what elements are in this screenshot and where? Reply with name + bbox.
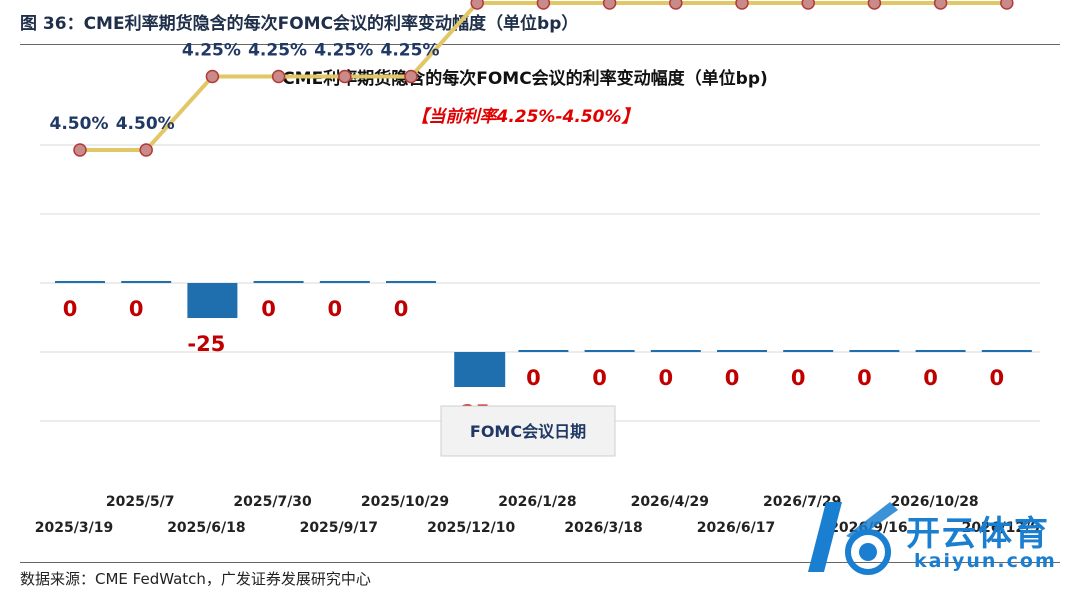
line-point-1 (139, 143, 153, 157)
x-tick-label-1: 2025/5/7 (106, 494, 175, 510)
bar-1 (121, 281, 172, 283)
axis-title: FOMC会议日期 (470, 422, 586, 441)
x-tick-label-8: 2026/3/18 (564, 520, 642, 536)
line-label-5: 4.25% (381, 41, 440, 61)
line-point-4 (338, 69, 352, 84)
bar-7 (518, 350, 569, 352)
line-label-0: 4.50% (50, 114, 109, 134)
x-tick-label-10: 2026/6/17 (697, 520, 775, 536)
bar-label-7: 0 (526, 366, 541, 390)
figure-title: 图 36：CME利率期货隐含的每次FOMC会议的利率变动幅度（单位bp） (20, 14, 579, 34)
line-point-13 (933, 0, 948, 10)
chart: CME利率期货隐含的每次FOMC会议的利率变动幅度（单位bp) 【当前利率4.25… (35, 0, 1040, 536)
bar-12 (849, 350, 900, 352)
x-tick-label-0: 2025/3/19 (35, 520, 113, 536)
line-label-3: 4.25% (248, 41, 307, 61)
x-tick-label-3: 2025/7/30 (233, 494, 312, 510)
bar-10 (717, 350, 767, 352)
chart-subtitle: 【当前利率4.25%-4.50%】 (411, 107, 638, 127)
bar-3 (253, 281, 304, 283)
x-tick-label-7: 2026/1/28 (498, 494, 576, 510)
watermark-text: 开云体育 (906, 514, 1050, 554)
bar-label-11: 0 (791, 366, 806, 390)
bar-4 (319, 281, 370, 283)
bar-8 (584, 350, 635, 352)
bar-14 (981, 350, 1032, 352)
line-point-12 (867, 0, 882, 10)
source-rule (20, 562, 1060, 563)
bar-0 (55, 281, 105, 283)
bar-6 (454, 352, 506, 387)
bar-label-10: 0 (725, 366, 740, 390)
bar-label-8: 0 (592, 366, 607, 390)
line-point-8 (602, 0, 617, 10)
bar-label-9: 0 (658, 366, 673, 390)
line-point-5 (404, 69, 418, 84)
x-tick-label-6: 2025/12/10 (427, 520, 515, 536)
bar-label-13: 0 (923, 366, 938, 390)
chart-title: CME利率期货隐含的每次FOMC会议的利率变动幅度（单位bp) (282, 68, 768, 89)
bar-label-4: 0 (327, 297, 342, 321)
bar-5 (386, 281, 436, 283)
axis-title-box (440, 405, 616, 457)
watermark: 开云体育 kaiyun.com (790, 492, 1080, 582)
bar-label-14: 0 (989, 366, 1004, 390)
x-tick-label-9: 2026/4/29 (631, 494, 709, 510)
title-rule (20, 44, 1060, 45)
bar-label-1: 0 (129, 297, 144, 321)
watermark-subtext: kaiyun.com (914, 550, 1057, 572)
line-point-0 (73, 143, 87, 157)
bar-label-5: 0 (394, 297, 409, 321)
line-point-6 (470, 0, 484, 10)
line-label-4: 4.25% (314, 41, 373, 61)
x-tick-label-14: 2026/12/9 (962, 520, 1040, 536)
bar-label-12: 0 (857, 366, 872, 390)
line-point-10 (735, 0, 749, 10)
bar-11 (783, 350, 834, 352)
bar-label-0: 0 (63, 297, 78, 321)
bar-label-3: 0 (261, 297, 276, 321)
line-point-7 (536, 0, 551, 10)
bar-13 (915, 350, 966, 352)
bar-2 (187, 283, 238, 318)
x-tick-label-11: 2026/7/29 (763, 494, 841, 510)
line-point-3 (271, 69, 286, 84)
watermark-logo-icon (808, 502, 898, 575)
x-tick-label-4: 2025/9/17 (300, 520, 378, 536)
x-tick-label-2: 2025/6/18 (167, 520, 245, 536)
line-point-2 (205, 69, 220, 84)
x-tick-label-5: 2025/10/29 (361, 494, 449, 510)
line-point-14 (1000, 0, 1014, 10)
line-label-1: 4.50% (116, 114, 175, 134)
line-point-9 (669, 0, 683, 10)
bar-9 (650, 350, 701, 352)
bar-label-2: -25 (187, 332, 225, 356)
line-label-2: 4.25% (182, 41, 241, 61)
x-tick-label-13: 2026/10/28 (891, 494, 979, 510)
line-point-11 (801, 0, 815, 10)
source-note: 数据来源：CME FedWatch，广发证券发展研究中心 (20, 570, 371, 588)
